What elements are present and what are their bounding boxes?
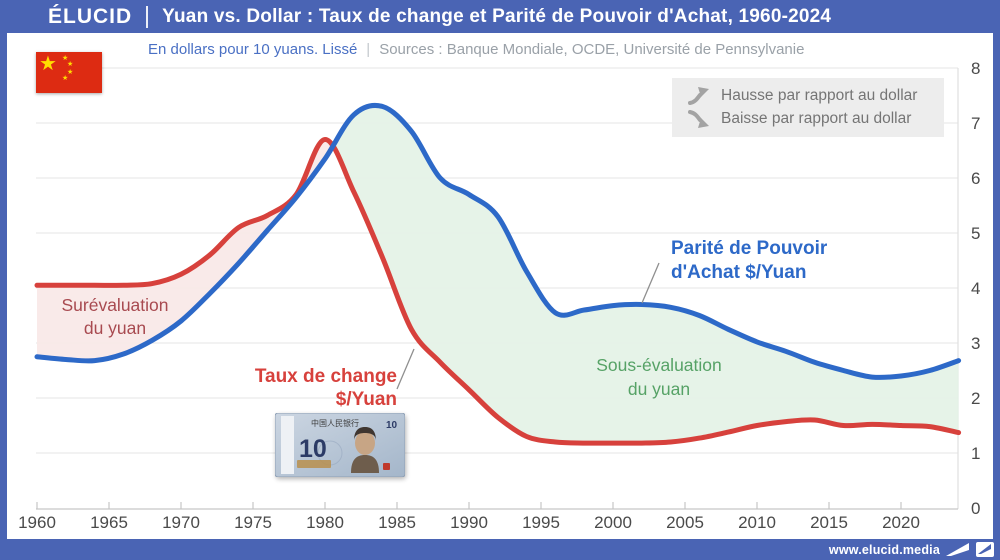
annotation-line: Sous-évaluation [596, 355, 722, 375]
banknote-value: 10 [299, 435, 327, 463]
legend-item-baisse: Baisse par rapport au dollar [687, 109, 944, 129]
frame-left [0, 0, 7, 560]
y-tick-label: 4 [971, 279, 980, 298]
yuan-banknote-image: 中国人民银行 10 10 [274, 412, 406, 478]
x-tick-label: 2015 [810, 513, 848, 532]
x-tick-label: 1980 [306, 513, 344, 532]
elucid-corner-pennant-icon [978, 544, 991, 554]
mao-portrait [351, 455, 379, 473]
flag-small-star-icon: ★ [67, 69, 74, 76]
x-tick-label: 1995 [522, 513, 560, 532]
annotation-line: du yuan [83, 318, 147, 338]
ppp-leader-line [641, 262, 660, 304]
header-bar: ÉLUCID Yuan vs. Dollar : Taux de change … [0, 0, 1000, 33]
banknote-graphic: 中国人民银行 10 10 [274, 412, 406, 478]
annotation-line: du yuan [627, 379, 691, 399]
exchange-rate-label: Taux de change $/Yuan [225, 365, 397, 411]
flag-small-star-icon: ★ [62, 55, 69, 62]
exchange-leader-line [396, 348, 415, 390]
x-tick-label: 2000 [594, 513, 632, 532]
elucid-pennant-icon [946, 542, 969, 556]
x-tick-label: 2010 [738, 513, 776, 532]
flag-big-star-icon: ★ [39, 53, 57, 75]
x-tick-label: 1990 [450, 513, 488, 532]
overvaluation-annotation: Surévaluation du yuan [30, 294, 200, 340]
y-tick-label: 5 [971, 224, 980, 243]
annotation-line: Surévaluation [61, 295, 169, 315]
ppp-label: Parité de Pouvoir d'Achat $/Yuan [671, 237, 827, 285]
annotation-line: Taux de change [254, 366, 397, 387]
y-tick-label: 6 [971, 169, 980, 188]
x-tick-label: 1985 [378, 513, 416, 532]
x-tick-label: 2005 [666, 513, 704, 532]
chart-subtitle: En dollars pour 10 yuans. Lissé | Source… [148, 37, 804, 61]
x-tick-label: 2020 [882, 513, 920, 532]
y-tick-label: 1 [971, 444, 980, 463]
arrow-down-right-icon [688, 110, 709, 128]
annotation-line: d'Achat $/Yuan [671, 262, 807, 283]
china-flag: ★ ★ ★ ★ ★ [36, 52, 102, 93]
x-tick-label: 1970 [162, 513, 200, 532]
y-tick-label: 8 [971, 59, 980, 78]
elucid-logo: ÉLUCID [48, 4, 133, 28]
header-separator [146, 5, 149, 28]
annotation-line: $/Yuan [335, 389, 397, 410]
legend-label: Hausse par rapport au dollar [721, 87, 918, 104]
y-tick-label: 3 [971, 334, 980, 353]
page-title: Yuan vs. Dollar : Taux de change et Pari… [162, 5, 832, 27]
undervaluation-annotation: Sous-évaluation du yuan [570, 353, 748, 401]
banknote-value-small: 10 [386, 420, 398, 431]
elucid-corner-logo [976, 542, 994, 557]
legend-label: Baisse par rapport au dollar [721, 110, 912, 127]
arrow-up-right-icon [688, 87, 709, 105]
ppp-line [34, 102, 962, 380]
y-tick-label: 0 [971, 499, 980, 518]
exchange-rate-line [34, 137, 962, 446]
frame-right [993, 0, 1000, 560]
sources-note: Sources : Banque Mondiale, OCDE, Univers… [379, 40, 805, 58]
subtitle-separator: | [366, 40, 371, 58]
banknote-bank-name: 中国人民银行 [311, 418, 359, 428]
footer-bar: www.elucid.media [0, 539, 1000, 560]
legend-box: Hausse par rapport au dollar Baisse par … [672, 78, 944, 137]
y-tick-label: 2 [971, 389, 980, 408]
unit-note: En dollars pour 10 yuans. Lissé [148, 40, 358, 58]
x-tick-label: 1975 [234, 513, 272, 532]
overvaluation-area [37, 139, 333, 361]
flag-small-star-icon: ★ [62, 75, 69, 82]
annotation-line: Parité de Pouvoir [671, 238, 828, 259]
x-tick-label: 1960 [18, 513, 56, 532]
footer-url: www.elucid.media [828, 542, 940, 557]
flag-small-star-icon: ★ [67, 61, 74, 68]
y-tick-label: 7 [971, 114, 980, 133]
legend-item-hausse: Hausse par rapport au dollar [687, 86, 944, 106]
x-tick-label: 1965 [90, 513, 128, 532]
